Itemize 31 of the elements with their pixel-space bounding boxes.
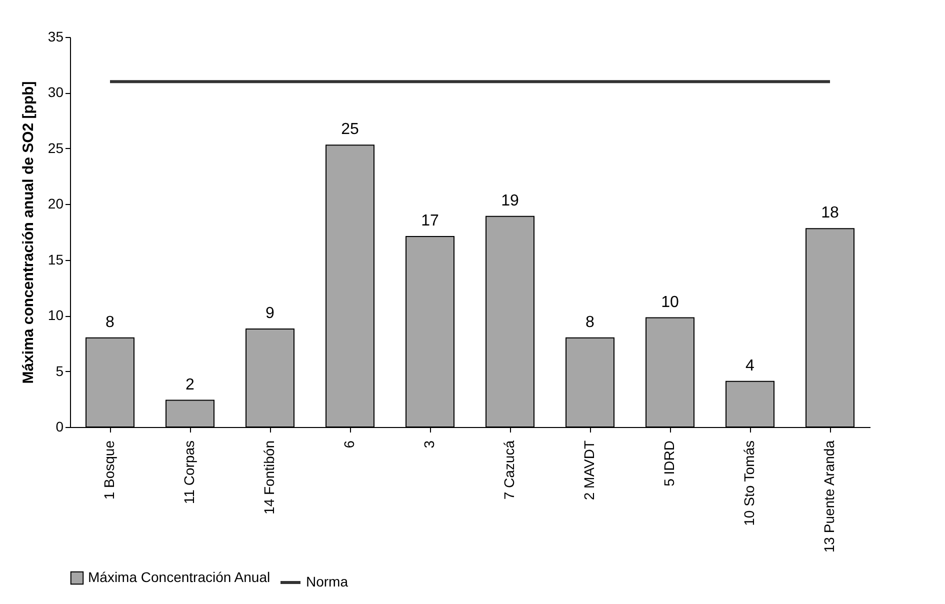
data-label: 10 — [661, 294, 679, 311]
x-tick-label: 11 Corpas — [181, 440, 197, 504]
data-label: 25 — [341, 121, 359, 138]
x-tick-label: 3 — [421, 440, 437, 448]
x-tick-label: 6 — [341, 440, 357, 448]
data-label: 8 — [586, 314, 595, 331]
data-label: 19 — [501, 192, 519, 210]
y-tick-label: 25 — [48, 140, 64, 156]
y-tick-label: 0 — [56, 418, 64, 434]
y-tick-label: 30 — [48, 84, 64, 100]
y-tick-label: 35 — [48, 28, 64, 44]
legend-label: Norma — [306, 574, 348, 590]
data-label: 17 — [421, 212, 439, 230]
x-tick-label: 10 Sto Tomás — [741, 440, 757, 526]
y-tick-label: 5 — [56, 362, 64, 379]
x-tick-label: 5 IDRD — [661, 440, 677, 486]
x-tick-label: 1 Bosque — [101, 440, 117, 500]
x-tick-label: 2 MAVDT — [581, 440, 597, 500]
data-label: 4 — [746, 357, 755, 374]
legend-label: Máxima Concentración Anual — [88, 569, 270, 585]
y-tick-label: 20 — [48, 196, 64, 212]
data-label: 9 — [266, 304, 275, 322]
y-tick-label: 15 — [48, 251, 64, 268]
y-tick-label: 10 — [48, 307, 64, 324]
x-tick-label: 13 Puente Aranda — [821, 440, 837, 553]
data-label: 2 — [186, 376, 195, 394]
data-label: 18 — [821, 204, 839, 222]
x-tick-label: 7 Cazucá — [501, 440, 517, 500]
data-label: 8 — [106, 314, 115, 331]
y-axis-title: Máxima concentración anual de SO2 [ppb] — [20, 81, 37, 384]
x-tick-label: 14 Fontibón — [261, 440, 277, 514]
